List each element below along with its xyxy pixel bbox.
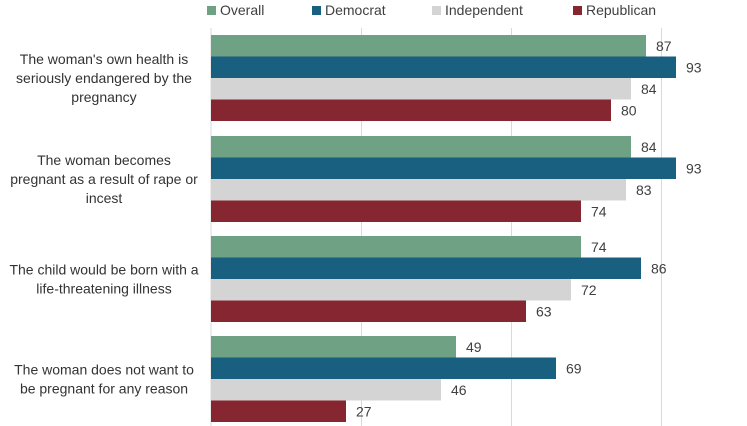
bar — [211, 300, 526, 322]
data-label: 49 — [466, 339, 482, 355]
data-label: 86 — [651, 260, 667, 276]
legend-label: Republican — [586, 2, 656, 18]
category-labels: The woman's own health is seriously endan… — [9, 51, 198, 397]
bar — [211, 279, 571, 301]
bar — [211, 336, 456, 358]
bar — [211, 379, 441, 401]
bar — [211, 357, 556, 379]
bar — [211, 157, 676, 179]
data-label: 80 — [621, 102, 637, 118]
legend-swatch — [207, 6, 216, 15]
legend-label: Democrat — [325, 2, 386, 18]
legend-swatch — [573, 6, 582, 15]
data-label: 74 — [591, 203, 607, 219]
data-label: 83 — [636, 182, 652, 198]
bar — [211, 35, 646, 57]
data-label: 63 — [536, 303, 552, 319]
bar — [211, 99, 611, 121]
bar — [211, 236, 581, 258]
bar — [211, 400, 346, 422]
category-label: The woman becomes pregnant as a result of… — [10, 152, 198, 206]
legend-swatch — [432, 6, 441, 15]
data-label: 46 — [451, 382, 467, 398]
data-label: 93 — [686, 59, 702, 75]
bar — [211, 56, 676, 78]
bar — [211, 136, 631, 158]
bar — [211, 78, 631, 100]
data-label: 74 — [591, 239, 607, 255]
legend: Overall Democrat Independent Republican — [207, 2, 656, 18]
data-label: 93 — [686, 160, 702, 176]
data-label: 27 — [356, 403, 372, 419]
category-label: The woman's own health is seriously endan… — [16, 51, 192, 105]
bar — [211, 257, 641, 279]
data-label: 69 — [566, 360, 582, 376]
category-label: The child would be born with a life-threa… — [9, 262, 198, 297]
legend-label: Overall — [220, 2, 264, 18]
category-label: The woman does not want to be pregnant fo… — [14, 362, 194, 397]
bar — [211, 179, 626, 201]
data-label: 84 — [641, 139, 657, 155]
legend-swatch — [312, 6, 321, 15]
legend-label: Independent — [445, 2, 523, 18]
data-label: 72 — [581, 282, 597, 298]
bar — [211, 200, 581, 222]
data-label: 84 — [641, 81, 657, 97]
data-label: 87 — [656, 38, 672, 54]
